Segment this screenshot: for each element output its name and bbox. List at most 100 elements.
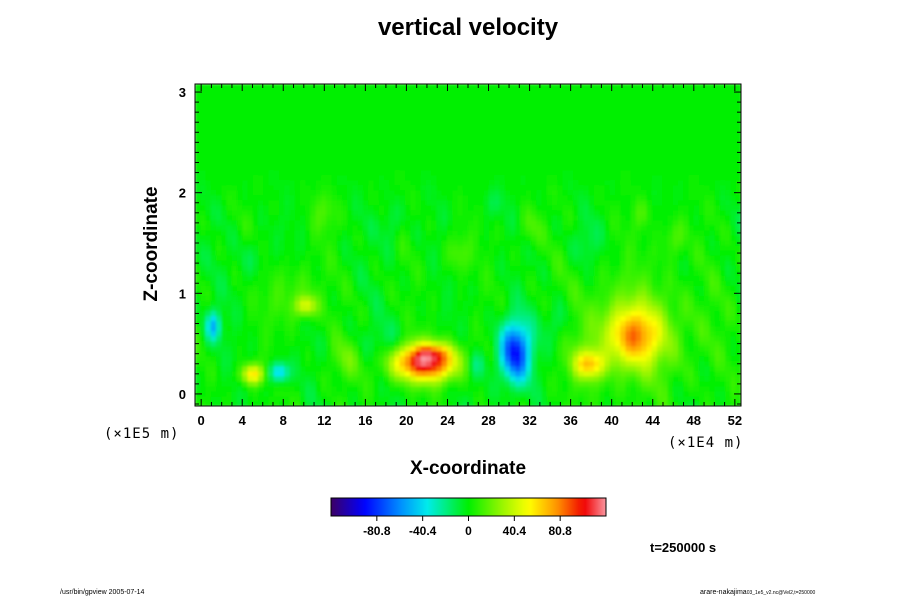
field-cell — [468, 340, 474, 347]
field-cell — [389, 199, 396, 206]
field-cell — [242, 164, 249, 171]
field-cell — [683, 350, 690, 357]
field-cell — [279, 204, 285, 211]
field-cell — [578, 285, 585, 291]
field-cell — [247, 385, 254, 392]
field-cell — [720, 245, 726, 251]
field-cell — [620, 189, 627, 196]
field-cell — [520, 360, 527, 367]
field-cell — [210, 330, 217, 337]
field-cell — [714, 360, 721, 367]
field-cell — [662, 385, 669, 392]
field-cell — [310, 340, 317, 347]
field-cell — [541, 204, 548, 211]
field-cell — [525, 365, 532, 372]
field-cell — [541, 290, 548, 296]
field-cell — [573, 214, 579, 221]
field-cell — [331, 260, 338, 266]
field-cell — [552, 275, 558, 281]
field-cell — [321, 315, 327, 322]
field-cell — [221, 199, 228, 206]
field-cell — [231, 400, 238, 406]
field-cell — [699, 365, 705, 372]
field-cell — [531, 360, 537, 367]
field-cell — [688, 305, 695, 312]
field-cell — [200, 255, 207, 261]
field-cell — [394, 204, 401, 211]
field-cell — [625, 184, 632, 191]
field-cell — [221, 280, 228, 286]
field-cell — [730, 169, 737, 176]
field-cell — [457, 310, 464, 317]
field-cell — [394, 239, 401, 246]
field-cell — [651, 400, 658, 406]
field-cell — [615, 305, 621, 312]
field-cell — [310, 310, 317, 317]
field-cell — [520, 204, 527, 211]
field-cell — [205, 315, 212, 322]
field-cell — [247, 300, 254, 306]
field-cell — [210, 375, 217, 382]
field-cell — [279, 335, 285, 342]
field-cell — [237, 395, 243, 402]
field-cell — [667, 280, 674, 286]
field-cell — [473, 199, 480, 206]
field-cell — [300, 315, 306, 322]
field-cell — [326, 380, 333, 387]
field-cell — [662, 199, 669, 206]
field-cell — [357, 295, 364, 301]
field-cell — [441, 194, 448, 201]
field-cell — [321, 239, 327, 246]
field-cell — [195, 234, 201, 241]
field-cell — [552, 335, 558, 342]
field-cell — [552, 260, 558, 266]
field-cell — [452, 250, 459, 256]
field-cell — [231, 395, 238, 402]
field-cell — [452, 400, 459, 406]
field-cell — [415, 385, 422, 392]
field-cell — [378, 335, 385, 342]
field-cell — [310, 270, 317, 276]
field-cell — [436, 355, 443, 362]
field-cell — [284, 360, 291, 367]
field-cell — [331, 375, 338, 382]
field-cell — [704, 265, 711, 271]
field-cell — [389, 360, 396, 367]
field-cell — [315, 330, 322, 337]
field-cell — [651, 360, 658, 367]
field-cell — [294, 189, 301, 196]
field-cell — [357, 250, 364, 256]
field-cell — [625, 320, 632, 327]
field-cell — [294, 355, 301, 362]
field-cell — [263, 250, 270, 256]
field-cell — [378, 350, 385, 357]
field-cell — [473, 295, 480, 301]
field-cell — [594, 250, 600, 256]
field-cell — [562, 199, 569, 206]
field-cell — [368, 179, 375, 186]
field-cell — [625, 239, 632, 246]
field-cell — [321, 255, 327, 261]
field-cell — [352, 295, 359, 301]
field-cell — [583, 375, 590, 382]
field-cell — [699, 189, 705, 196]
field-cell — [525, 360, 532, 367]
field-cell — [252, 234, 259, 241]
field-cell — [599, 330, 606, 337]
field-cell — [294, 370, 301, 377]
field-cell — [410, 385, 417, 392]
field-cell — [447, 184, 453, 191]
field-cell — [525, 209, 532, 216]
field-cell — [441, 315, 448, 322]
field-cell — [599, 340, 606, 347]
field-cell — [389, 345, 396, 352]
field-cell — [604, 285, 611, 291]
field-cell — [447, 315, 453, 322]
field-cell — [651, 320, 658, 327]
field-cell — [279, 270, 285, 276]
field-cell — [662, 390, 669, 397]
field-cell — [226, 204, 233, 211]
field-cell — [604, 400, 611, 406]
field-cell — [515, 365, 522, 372]
field-cell — [725, 219, 732, 226]
